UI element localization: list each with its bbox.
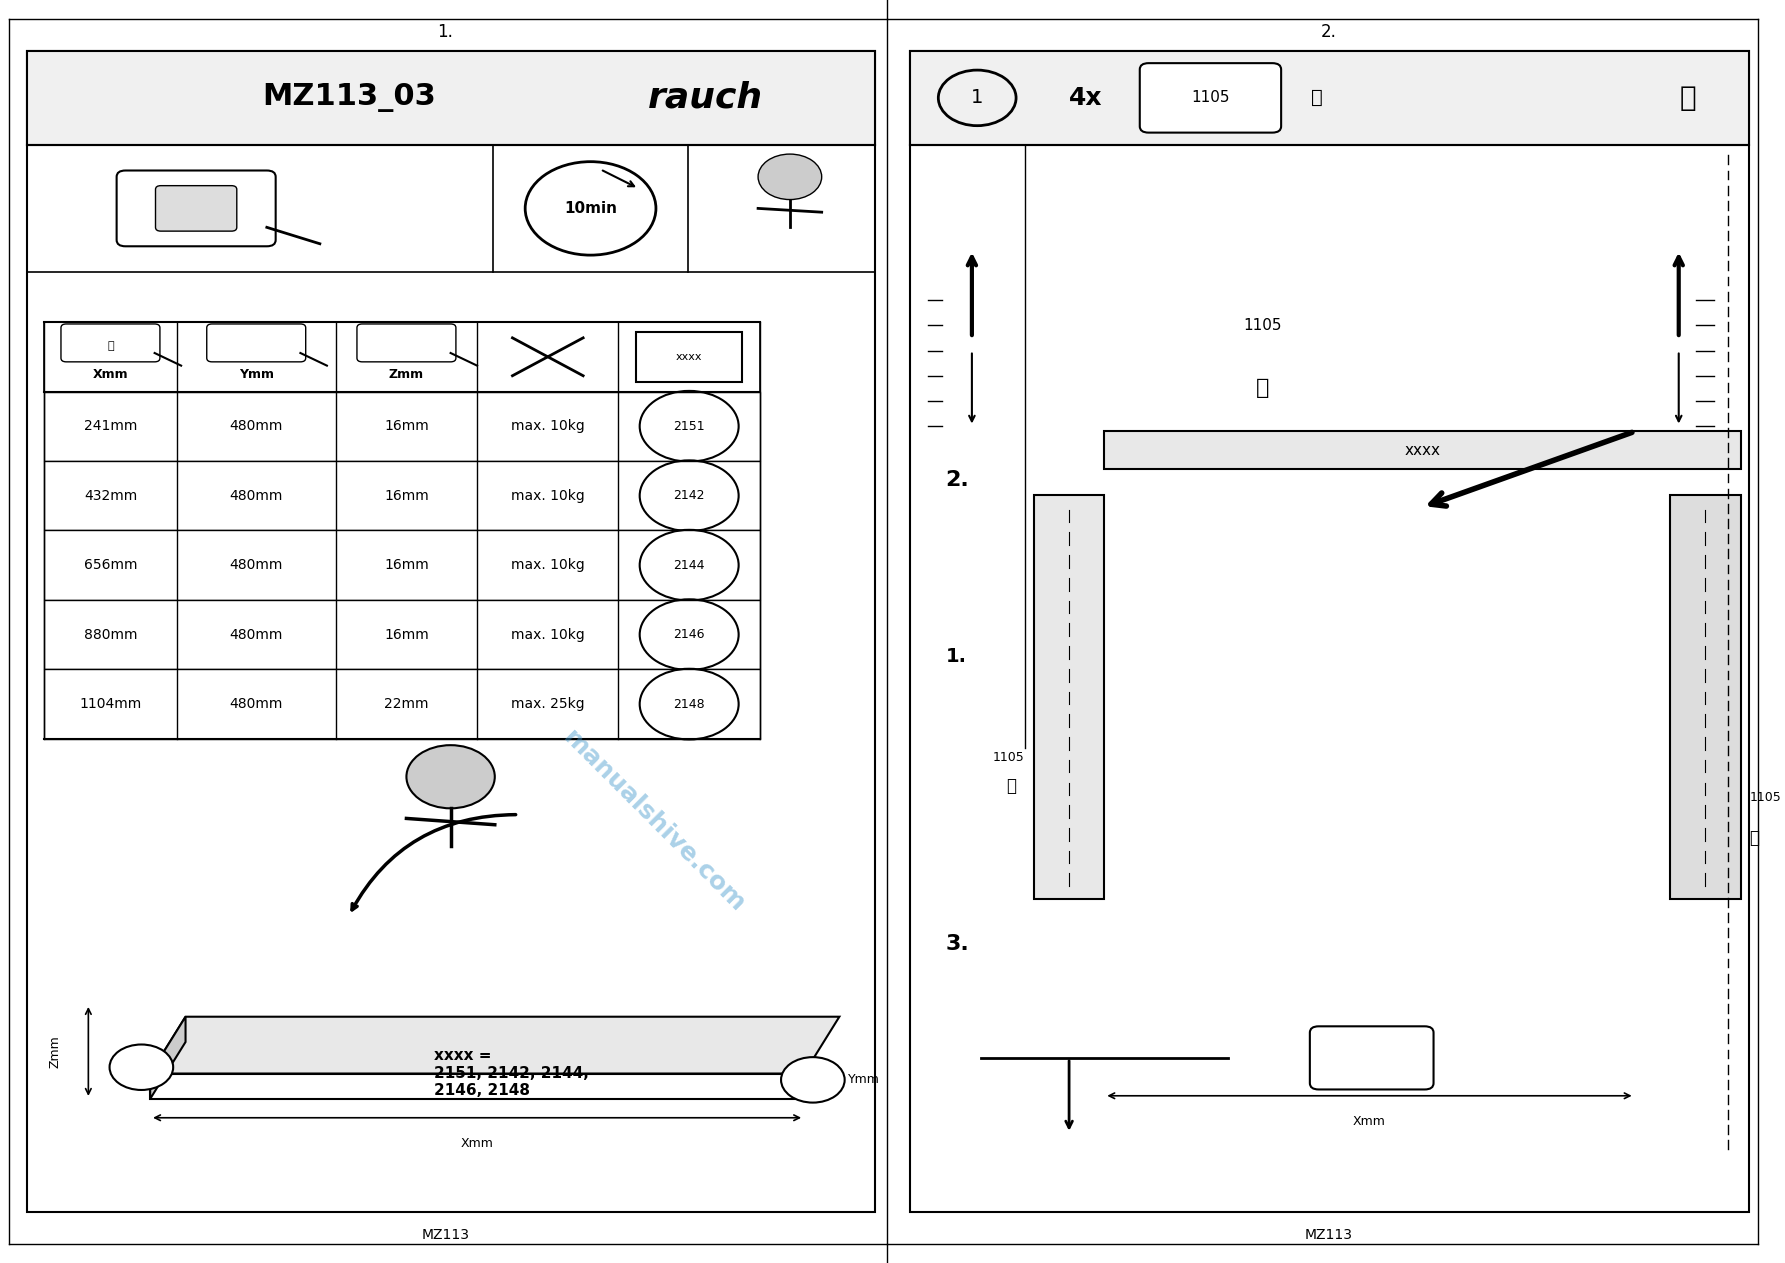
Bar: [45, 461, 760, 530]
Text: rauch: rauch: [648, 81, 762, 115]
Text: xxxx: xxxx: [1405, 443, 1440, 458]
Text: 2.: 2.: [946, 470, 969, 490]
Text: xxxx =
2151, 2142, 2144,
2146, 2148: xxxx = 2151, 2142, 2144, 2146, 2148: [434, 1048, 589, 1098]
Text: 241mm: 241mm: [84, 419, 137, 433]
Bar: [910, 51, 1749, 1212]
Text: max. 10kg: max. 10kg: [511, 558, 585, 572]
Text: xxxx: xxxx: [677, 352, 703, 361]
Text: 16mm: 16mm: [384, 628, 428, 642]
Polygon shape: [150, 1074, 803, 1099]
Text: max. 10kg: max. 10kg: [511, 489, 585, 503]
FancyBboxPatch shape: [61, 323, 161, 361]
Text: 2148: 2148: [673, 697, 705, 711]
Bar: [45, 392, 760, 461]
Bar: [27, 51, 875, 1212]
Text: 16mm: 16mm: [384, 558, 428, 572]
Text: 480mm: 480mm: [230, 697, 282, 711]
Text: Zmm: Zmm: [389, 368, 425, 380]
Text: Xmm: Xmm: [1353, 1115, 1385, 1128]
Bar: [45, 322, 760, 392]
Text: 656mm: 656mm: [84, 558, 137, 572]
Text: 432mm: 432mm: [84, 489, 137, 503]
Text: manualshive.com: manualshive.com: [559, 725, 750, 917]
Text: MZ113_03: MZ113_03: [262, 83, 436, 112]
Bar: [45, 530, 760, 600]
Text: MZ113: MZ113: [421, 1228, 469, 1243]
Bar: [27, 145, 875, 272]
Text: 1105: 1105: [1244, 318, 1282, 333]
Text: 🔧: 🔧: [107, 341, 114, 351]
Text: Xmm: Xmm: [93, 368, 129, 380]
Text: 2144: 2144: [673, 558, 705, 572]
Circle shape: [759, 154, 821, 200]
FancyBboxPatch shape: [1310, 1027, 1433, 1090]
Bar: [45, 669, 760, 739]
Text: 1105: 1105: [992, 750, 1025, 764]
Text: max. 10kg: max. 10kg: [511, 628, 585, 642]
Text: 480mm: 480mm: [230, 558, 282, 572]
Text: 2.: 2.: [1321, 23, 1337, 40]
Circle shape: [407, 745, 494, 808]
Bar: [27, 51, 875, 145]
Text: 4x: 4x: [1069, 86, 1103, 110]
Text: 1104mm: 1104mm: [79, 697, 141, 711]
Text: Xmm: Xmm: [461, 1137, 493, 1149]
Text: ✋: ✋: [1680, 83, 1696, 112]
Text: 1105: 1105: [1191, 91, 1230, 105]
Circle shape: [782, 1057, 844, 1103]
Text: 🔧: 🔧: [1749, 829, 1760, 847]
Text: max. 25kg: max. 25kg: [511, 697, 585, 711]
Text: 880mm: 880mm: [84, 628, 137, 642]
Bar: [635, 331, 743, 381]
Text: 1.: 1.: [946, 647, 966, 666]
FancyBboxPatch shape: [357, 323, 455, 361]
Polygon shape: [1105, 432, 1740, 470]
Text: max. 10kg: max. 10kg: [511, 419, 585, 433]
Text: 1.: 1.: [437, 23, 453, 40]
FancyBboxPatch shape: [1141, 63, 1282, 133]
Text: 480mm: 480mm: [230, 419, 282, 433]
Text: 3.: 3.: [946, 935, 969, 955]
Text: 1: 1: [971, 88, 984, 107]
Text: 10min: 10min: [564, 201, 618, 216]
FancyBboxPatch shape: [116, 171, 275, 246]
Text: 1105: 1105: [1749, 791, 1781, 805]
Bar: [1671, 495, 1740, 899]
Text: 16mm: 16mm: [384, 419, 428, 433]
Text: Ymm: Ymm: [239, 368, 273, 380]
Text: Ymm: Ymm: [848, 1074, 880, 1086]
FancyBboxPatch shape: [207, 323, 305, 361]
Text: 2151: 2151: [673, 419, 705, 433]
FancyBboxPatch shape: [155, 186, 237, 231]
Text: 🔧: 🔧: [1257, 379, 1269, 399]
Text: 🔧: 🔧: [1007, 777, 1016, 794]
Bar: [45, 600, 760, 669]
Text: 16mm: 16mm: [384, 489, 428, 503]
Polygon shape: [150, 1017, 186, 1099]
Text: Zmm: Zmm: [48, 1036, 62, 1067]
Text: 2146: 2146: [673, 628, 705, 642]
Bar: [910, 51, 1749, 145]
Text: 480mm: 480mm: [230, 628, 282, 642]
Text: MZ113: MZ113: [1305, 1228, 1353, 1243]
Circle shape: [109, 1045, 173, 1090]
Bar: [1034, 495, 1105, 899]
Polygon shape: [150, 1017, 839, 1074]
Text: 🔩: 🔩: [1310, 88, 1323, 107]
Text: 22mm: 22mm: [384, 697, 428, 711]
Text: 480mm: 480mm: [230, 489, 282, 503]
Text: 2142: 2142: [673, 489, 705, 503]
